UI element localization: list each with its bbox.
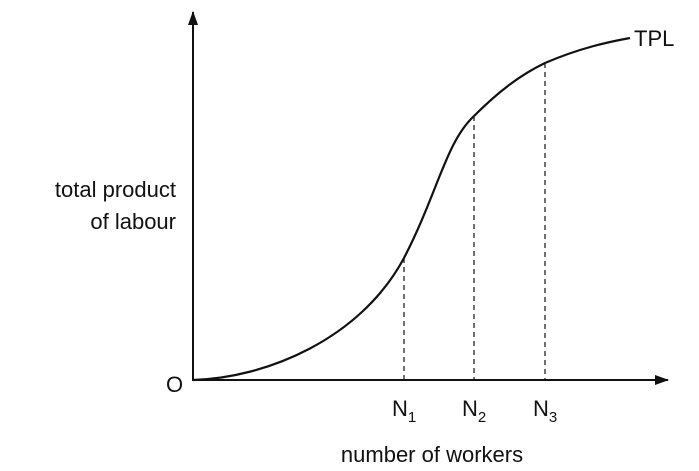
y-axis-label: total product [55,177,176,202]
marker-letter: N [392,396,408,421]
marker-letter: N [462,396,478,421]
curve-label: TPL [634,26,674,51]
marker-subscript: 1 [408,409,416,426]
x-markers: N1 N2 N3 [392,396,557,426]
marker-subscript: 3 [549,409,557,426]
x-axis-label: number of workers [341,442,523,467]
y-axis-label: of labour [90,209,176,234]
dashed-guides [403,63,546,380]
marker-letter: N [533,396,549,421]
tpl-curve [192,36,631,382]
origin-label: O [166,372,183,397]
marker-subscript: 2 [478,409,486,426]
x-marker-label: N2 [462,396,486,426]
x-marker-label: N1 [392,396,416,426]
x-marker-label: N3 [533,396,557,426]
